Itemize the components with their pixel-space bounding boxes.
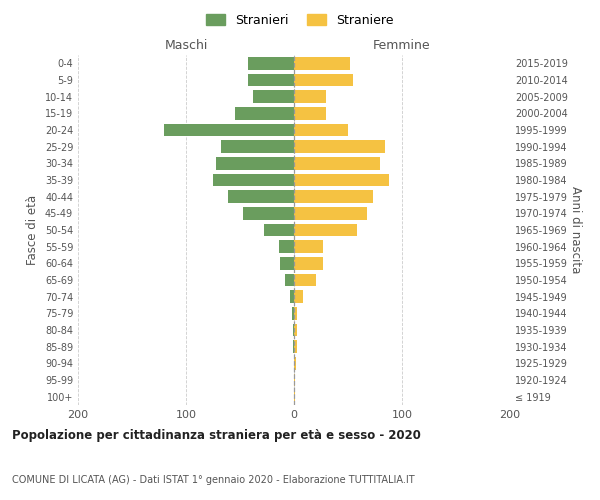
Bar <box>164 124 294 136</box>
Bar <box>290 290 294 303</box>
Bar <box>253 90 294 103</box>
Bar <box>280 257 294 270</box>
Bar <box>235 107 294 120</box>
Bar <box>294 357 296 370</box>
Bar <box>292 307 294 320</box>
Bar <box>294 390 295 403</box>
Bar <box>294 174 389 186</box>
Bar <box>279 240 294 253</box>
Bar <box>294 290 302 303</box>
Legend: Stranieri, Straniere: Stranieri, Straniere <box>202 8 398 32</box>
Bar <box>294 90 326 103</box>
Bar <box>294 307 297 320</box>
Bar <box>294 190 373 203</box>
Bar <box>294 74 353 86</box>
Text: Maschi: Maschi <box>164 38 208 52</box>
Bar <box>286 274 294 286</box>
Bar <box>293 340 294 353</box>
Bar <box>294 140 385 153</box>
Bar <box>221 140 294 153</box>
Bar <box>294 157 380 170</box>
Text: Femmine: Femmine <box>373 38 431 52</box>
Bar <box>294 324 297 336</box>
Bar <box>264 224 294 236</box>
Text: COMUNE DI LICATA (AG) - Dati ISTAT 1° gennaio 2020 - Elaborazione TUTTITALIA.IT: COMUNE DI LICATA (AG) - Dati ISTAT 1° ge… <box>12 475 415 485</box>
Bar <box>294 340 297 353</box>
Bar <box>294 374 295 386</box>
Y-axis label: Fasce di età: Fasce di età <box>26 195 39 265</box>
Bar <box>294 257 323 270</box>
Bar <box>213 174 294 186</box>
Bar <box>294 57 350 70</box>
Text: Popolazione per cittadinanza straniera per età e sesso - 2020: Popolazione per cittadinanza straniera p… <box>12 430 421 442</box>
Y-axis label: Anni di nascita: Anni di nascita <box>569 186 581 274</box>
Bar <box>294 274 316 286</box>
Bar <box>294 124 348 136</box>
Bar <box>228 190 294 203</box>
Bar <box>248 74 294 86</box>
Bar <box>243 207 294 220</box>
Bar <box>294 207 367 220</box>
Bar <box>248 57 294 70</box>
Bar <box>216 157 294 170</box>
Bar <box>294 240 323 253</box>
Bar <box>294 224 356 236</box>
Bar <box>293 324 294 336</box>
Bar <box>294 107 326 120</box>
